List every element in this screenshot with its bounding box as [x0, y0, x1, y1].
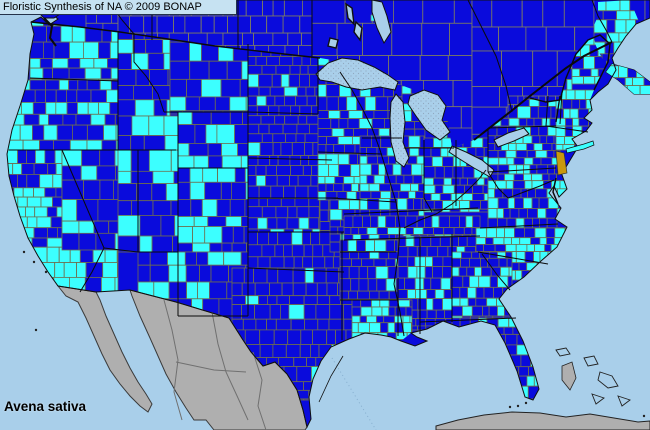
bahamas: [555, 347, 631, 407]
cuba: [435, 411, 650, 430]
st-lawrence-river: [473, 41, 613, 141]
puget-sound: [43, 17, 57, 47]
political-borders: [9, 0, 613, 340]
map-attribution-text: Floristic Synthesis of NA © 2009 BONAP: [3, 1, 202, 13]
coastline: [6, 0, 650, 429]
texas-barrier-island: [318, 355, 344, 403]
delaware-highlight: [555, 150, 568, 176]
map-attribution: Floristic Synthesis of NA © 2009 BONAP: [0, 0, 237, 15]
species-name-label: Avena sativa: [4, 399, 86, 414]
baja-california: [56, 285, 153, 413]
small-island: [642, 414, 646, 418]
great-lakes: [315, 0, 530, 178]
small-island: [32, 260, 36, 264]
small-island: [516, 404, 520, 408]
small-island: [524, 401, 528, 405]
species-name-text: Avena sativa: [4, 399, 87, 414]
small-island: [44, 270, 48, 274]
small-island: [34, 328, 38, 332]
small-island: [22, 250, 26, 254]
long-island: [565, 140, 595, 154]
chesapeake-bay: [552, 177, 559, 205]
small-island: [508, 405, 512, 409]
